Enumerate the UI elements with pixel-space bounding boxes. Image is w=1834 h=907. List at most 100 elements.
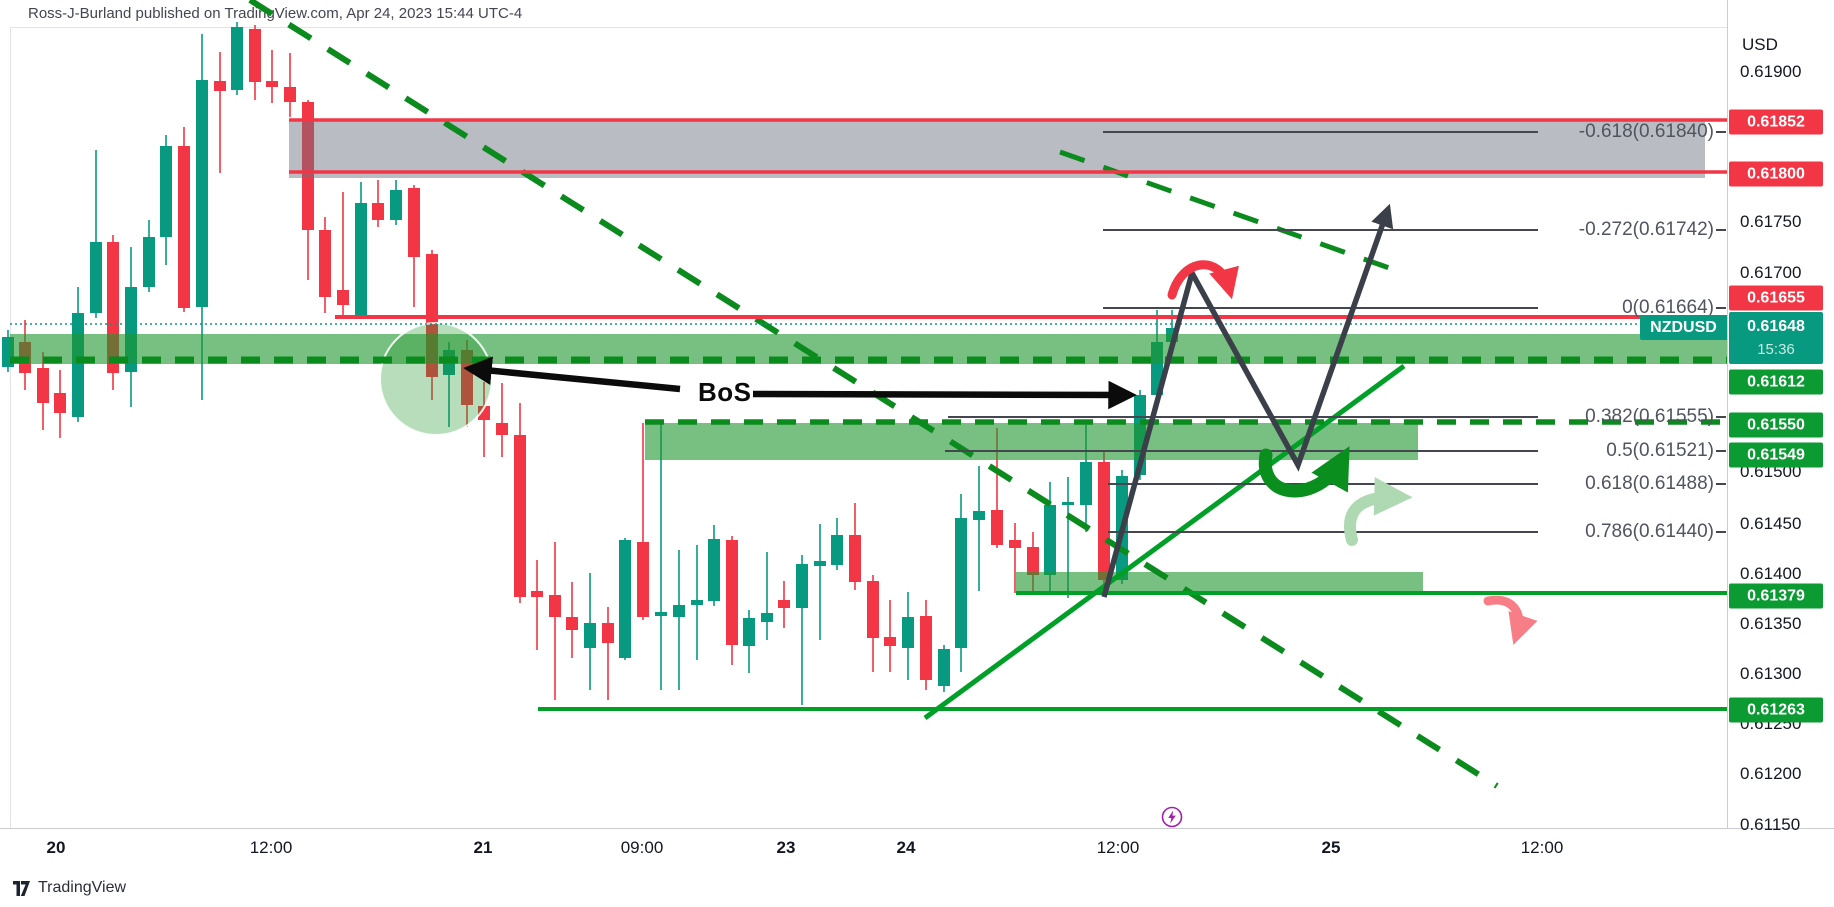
candle-body (531, 591, 543, 597)
gray-supply-zone (289, 120, 1705, 178)
price-lines-layer (10, 118, 1727, 711)
candle-body (566, 617, 578, 630)
candle-body (54, 393, 66, 413)
price-level-badge: 0.61549 (1729, 442, 1823, 468)
candle-body (72, 313, 84, 417)
candle-body (214, 81, 226, 91)
time-tick-label: 25 (1321, 838, 1341, 857)
last-price-badge: 0.61648 15:36 (1729, 312, 1823, 364)
fib-label: -0.618(0.61840) (1578, 121, 1714, 142)
time-tick-label: 24 (896, 838, 916, 857)
candle-body (619, 540, 631, 658)
fib-label: 0.786(0.61440) (1585, 521, 1714, 542)
publish-timestamp-icon[interactable] (1160, 805, 1184, 829)
fib-label: -0.272(0.61742) (1578, 219, 1714, 240)
time-scale-divider (0, 828, 1834, 829)
projected-price-path-arrow (1101, 203, 1394, 598)
candle-body (337, 290, 349, 305)
candle-body (831, 535, 843, 565)
price-level-badge: 0.61852 (1729, 109, 1823, 135)
fib-label: 0.382(0.61555) (1585, 406, 1714, 427)
candle-body (920, 616, 932, 680)
candle-body (637, 542, 649, 617)
candle-body (814, 561, 826, 566)
candle-body (655, 612, 667, 616)
candle-body (355, 203, 367, 317)
price-scale-divider (1727, 0, 1728, 828)
price-level-badge: 0.61263 (1729, 697, 1823, 723)
tradingview-logo-text: TradingView (38, 879, 127, 896)
candle-body (37, 368, 49, 403)
candle-body (796, 564, 808, 608)
candle-body (778, 600, 790, 608)
last-time: 15:36 (1757, 340, 1795, 358)
candle-body (867, 581, 879, 638)
time-tick-label: 12:00 (1096, 838, 1140, 857)
time-tick-label: 12:00 (249, 838, 293, 857)
candle-body (1027, 547, 1039, 575)
candle-body (1062, 502, 1074, 505)
plot-border (10, 27, 11, 828)
bos-highlight-circle (379, 322, 493, 436)
tradingview-logo[interactable]: TradingView (12, 879, 126, 897)
time-tick-label: 23 (776, 838, 796, 857)
price-tick-label: 0.61350 (1740, 614, 1802, 633)
candle-body (1080, 462, 1092, 505)
candle-body (991, 510, 1003, 545)
candle-body (478, 406, 490, 420)
candle-body (514, 435, 526, 597)
time-tick-label: 21 (473, 838, 493, 857)
candle-body (496, 423, 508, 435)
pink-drop-arrow (1483, 595, 1538, 646)
fib-label: 0(0.61664) (1622, 297, 1714, 318)
time-tick-label: 20 (46, 838, 66, 857)
fib-label: 0.5(0.61521) (1606, 440, 1714, 461)
price-tick-label: 0.61700 (1740, 263, 1802, 282)
symbol-badge: NZDUSD (1640, 315, 1727, 340)
ascending-solid-trendline[interactable] (923, 363, 1406, 721)
last-price: 0.61648 (1747, 318, 1805, 336)
candle-body (266, 81, 278, 87)
red-rejection-arrow (1167, 260, 1239, 300)
price-tick-label: 0.61400 (1740, 564, 1802, 583)
candle-body (1098, 462, 1110, 580)
price-level-badge: 0.61800 (1729, 161, 1823, 187)
candle-body (372, 203, 384, 220)
candle-body (90, 242, 102, 313)
candle-body (602, 623, 614, 643)
bos-arrow-right (752, 380, 1137, 410)
candle-body (390, 190, 402, 220)
candle-body (584, 623, 596, 648)
candle-body (231, 27, 243, 90)
candle-body (178, 146, 190, 308)
pale-green-bounce-arrow (1344, 477, 1413, 546)
candle-body (849, 535, 861, 582)
currency-label: USD (1742, 35, 1778, 54)
candle-body (673, 605, 685, 617)
candle-body (884, 637, 896, 646)
candle-body (143, 237, 155, 287)
bos-label: BoS (698, 377, 752, 407)
candle-body (691, 600, 703, 605)
candle-body (902, 617, 914, 648)
candle-body (284, 87, 296, 102)
candle-body (196, 80, 208, 307)
candle-body (726, 540, 738, 645)
candle-body (938, 649, 950, 686)
price-tick-label: 0.61900 (1740, 62, 1802, 81)
tradingview-logo-icon (13, 880, 30, 896)
candle-body (302, 102, 314, 230)
candle-body (319, 230, 331, 297)
candle-body (408, 188, 420, 257)
price-tick-label: 0.61200 (1740, 764, 1802, 783)
price-level-badge: 0.61550 (1729, 412, 1823, 438)
price-tick-label: 0.61150 (1740, 815, 1801, 834)
candle-body (743, 618, 755, 646)
price-tick-label: 0.61750 (1740, 212, 1802, 231)
candle-body (549, 595, 561, 617)
time-tick-label: 09:00 (620, 838, 664, 857)
dark-green-bounce-arrow (1258, 446, 1350, 498)
candle-body (1044, 505, 1056, 575)
attribution-text: Ross-J-Burland published on TradingView.… (28, 5, 523, 22)
